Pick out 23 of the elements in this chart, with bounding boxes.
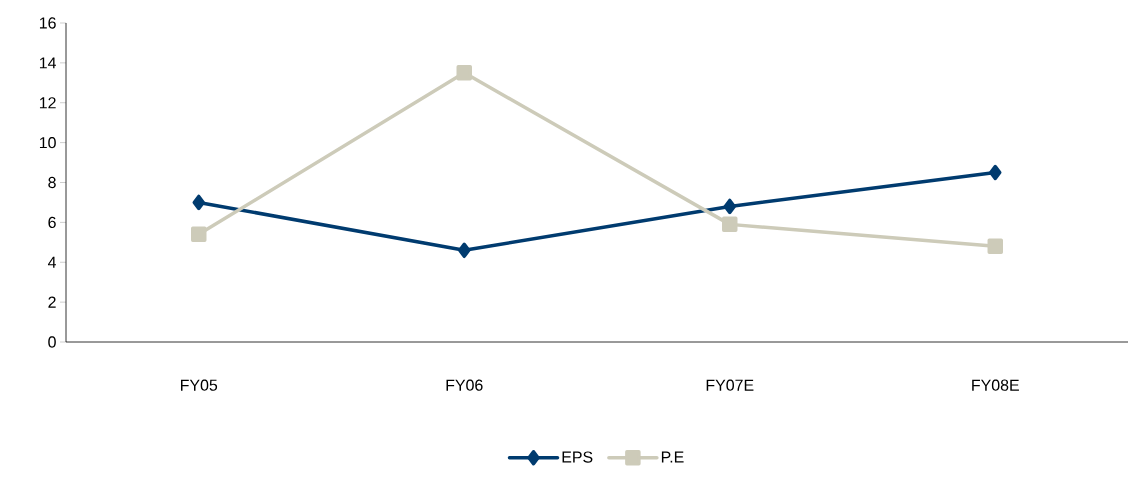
y-tick-label: 0	[48, 336, 56, 348]
point	[722, 216, 738, 233]
y-tick-label: 10	[39, 136, 56, 149]
y-tick-label: 6	[48, 216, 56, 229]
point	[456, 65, 472, 81]
point	[723, 198, 737, 215]
y-tick-label: 14	[39, 57, 56, 69]
point	[192, 194, 205, 211]
x-tick-label: FY06	[446, 379, 483, 391]
point	[191, 226, 207, 243]
y-tick-label: 8	[48, 176, 56, 189]
legend-label: EPS	[562, 451, 593, 463]
y-tick-label: 12	[39, 97, 56, 109]
y-tick-label: 4	[47, 256, 57, 268]
point	[987, 238, 1004, 255]
y-tick-label: 16	[39, 17, 56, 29]
legend-label: P.E	[661, 451, 684, 463]
y-tick-label: 2	[48, 296, 56, 308]
point	[458, 242, 471, 259]
x-tick-label: FY07E	[706, 379, 754, 391]
point	[989, 164, 1002, 181]
x-tick-label: FY08E	[972, 379, 1019, 391]
x-tick-label: FY05	[181, 379, 218, 391]
